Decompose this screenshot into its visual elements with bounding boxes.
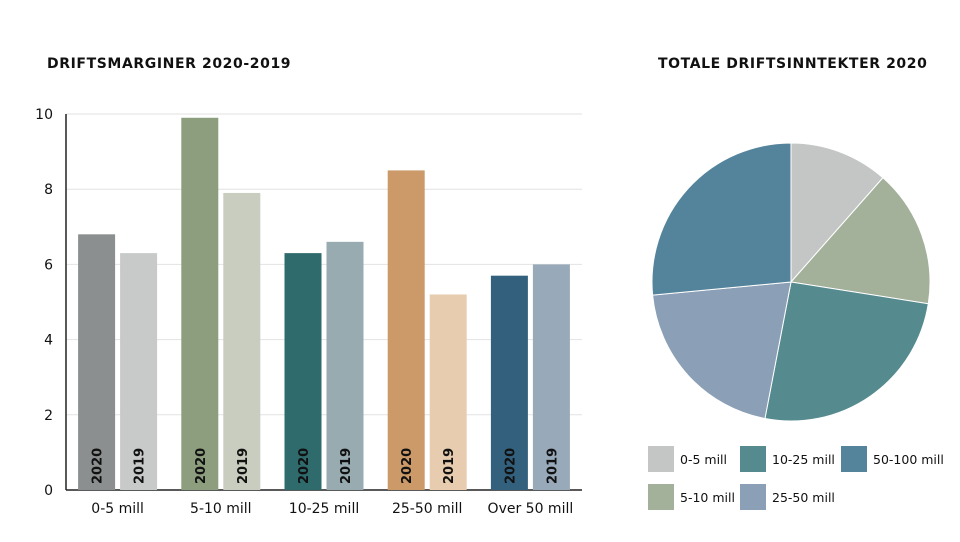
- pie-slice: [651, 142, 792, 296]
- bar-year-label: 2020: [91, 448, 106, 484]
- bar-year-label: 2019: [339, 448, 354, 484]
- x-category-label: 0-5 mill: [91, 501, 144, 517]
- bar-2020: [78, 234, 116, 490]
- bar-2019: [532, 264, 570, 490]
- legend-item: 5-10 mill: [648, 484, 735, 510]
- bar-2019: [326, 241, 364, 490]
- y-tick-label: 8: [44, 182, 53, 198]
- legend-label: 25-50 mill: [772, 489, 835, 505]
- legend-label: 0-5 mill: [680, 451, 727, 467]
- bar-year-label: 2020: [400, 448, 415, 484]
- bar-chart-title: DRIFTSMARGINER 2020-2019: [47, 56, 292, 72]
- bar-2020: [387, 170, 425, 490]
- bar-year-label: 2020: [297, 448, 312, 484]
- legend-label: 50-100 mill: [873, 451, 944, 467]
- legend-label: 10-25 mill: [772, 451, 835, 467]
- legend-swatch: [740, 484, 766, 510]
- pie-slice: [764, 281, 929, 422]
- pie-slice: [652, 281, 792, 420]
- y-tick-label: 4: [44, 333, 53, 349]
- legend-swatch: [648, 484, 674, 510]
- pie-chart-title: TOTALE DRIFTSINNTEKTER 2020: [658, 56, 928, 72]
- bar-2019: [120, 253, 158, 490]
- legend-label: 5-10 mill: [680, 489, 735, 505]
- bar-year-label: 2019: [133, 448, 148, 484]
- x-category-label: Over 50 mill: [488, 501, 574, 517]
- pie-slice: [790, 142, 884, 284]
- bar-year-label: 2019: [442, 448, 457, 484]
- legend-item: 25-50 mill: [740, 484, 835, 510]
- y-tick-label: 6: [44, 257, 53, 273]
- bar-year-label: 2020: [194, 448, 209, 484]
- y-tick-label: 10: [35, 107, 53, 123]
- legend-item: 0-5 mill: [648, 446, 727, 472]
- legend-swatch: [740, 446, 766, 472]
- y-tick-label: 2: [44, 408, 53, 424]
- legend-item: 10-25 mill: [740, 446, 835, 472]
- bar-year-label: 2019: [545, 448, 560, 484]
- y-tick-label: 0: [44, 483, 53, 499]
- bar-2020: [284, 253, 322, 490]
- bar-year-label: 2020: [503, 448, 518, 484]
- bar-2019: [429, 294, 467, 490]
- bar-2020: [490, 275, 528, 490]
- x-category-label: 25-50 mill: [392, 501, 462, 517]
- bar-year-label: 2019: [236, 448, 251, 484]
- legend-swatch: [841, 446, 867, 472]
- legend-item: 50-100 mill: [841, 446, 944, 472]
- bar-2019: [223, 192, 261, 490]
- bar-2020: [181, 117, 219, 490]
- legend-swatch: [648, 446, 674, 472]
- pie-slice: [790, 177, 931, 305]
- x-category-label: 10-25 mill: [289, 501, 359, 517]
- x-category-label: 5-10 mill: [190, 501, 252, 517]
